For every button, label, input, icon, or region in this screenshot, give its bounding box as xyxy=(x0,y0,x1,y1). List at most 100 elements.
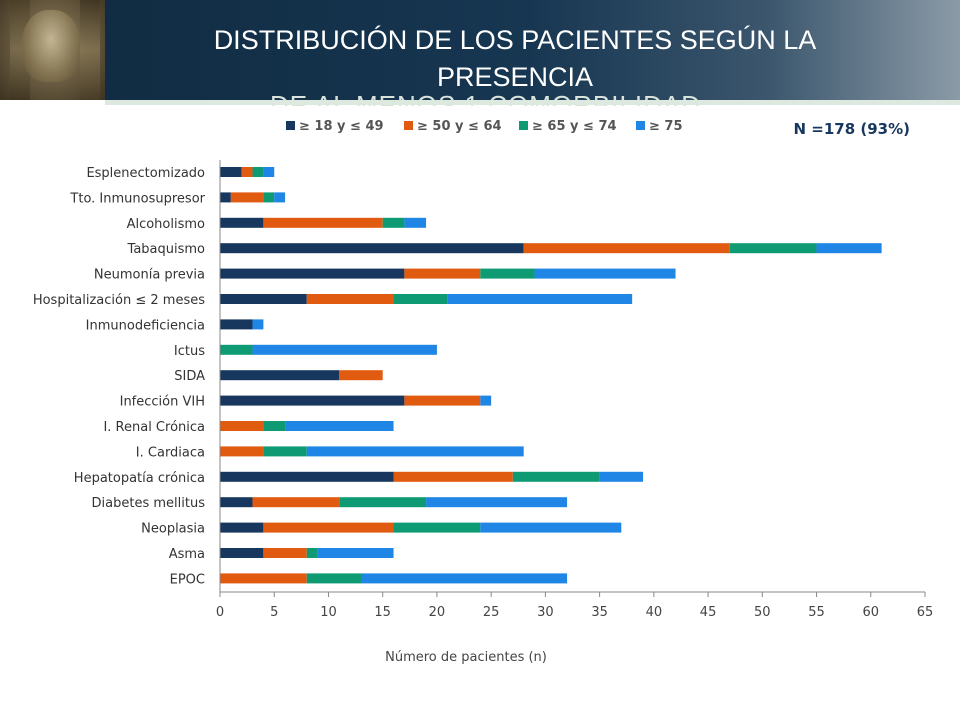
legend-swatch-4 xyxy=(636,121,645,130)
x-tick-label: 60 xyxy=(862,605,879,620)
x-tick-label: 10 xyxy=(320,605,337,620)
x-tick-label: 40 xyxy=(646,605,663,620)
bar-segment xyxy=(252,344,437,355)
legend-label-1: ≥ 18 y ≤ 49 xyxy=(299,119,384,134)
category-label: Hospitalización ≤ 2 meses xyxy=(33,293,205,308)
bar-segment xyxy=(339,497,427,508)
bar-segment xyxy=(317,548,394,558)
bar-segment xyxy=(729,243,817,254)
bar-segment xyxy=(220,395,405,406)
bar-segment xyxy=(220,522,264,533)
bar-segment xyxy=(230,192,264,203)
category-label: Tabaquismo xyxy=(127,242,206,257)
sample-size-annotation: N =178 (93%) xyxy=(794,120,911,138)
category-label: Diabetes mellitus xyxy=(92,496,206,511)
bar-segment xyxy=(512,471,600,482)
slide-title: DISTRIBUCIÓN DE LOS PACIENTES SEGÚN LA P… xyxy=(213,25,817,92)
bar-segment xyxy=(263,167,275,177)
bar-segment xyxy=(220,294,307,304)
bar-segment xyxy=(382,217,405,228)
bar-segment xyxy=(220,370,340,381)
bar-segment xyxy=(599,471,643,482)
bar-segment xyxy=(220,268,405,279)
legend-label-3: ≥ 65 y ≤ 74 xyxy=(532,119,617,134)
legend-swatch-3 xyxy=(519,121,528,130)
category-label: I. Renal Crónica xyxy=(103,420,205,435)
category-label: Infección VIH xyxy=(120,395,205,410)
bar-segment xyxy=(274,192,286,203)
bar-segment xyxy=(220,573,307,584)
bar-segment xyxy=(534,268,676,279)
bar-segment xyxy=(404,217,427,228)
bar-segment xyxy=(426,497,568,508)
bar-segment xyxy=(263,548,307,558)
bar-segment xyxy=(220,421,264,431)
bar-segment xyxy=(306,548,318,558)
x-tick-label: 45 xyxy=(700,605,717,620)
legend-swatch-2 xyxy=(404,121,413,130)
category-label: EPOC xyxy=(170,572,205,587)
bar-segment xyxy=(220,471,394,482)
x-tick-label: 25 xyxy=(483,605,500,620)
header-divider xyxy=(105,100,960,105)
category-label: I. Cardiaca xyxy=(136,445,205,460)
bar-segment xyxy=(263,217,383,228)
bar-segment xyxy=(252,319,264,330)
category-label: Asma xyxy=(169,547,205,562)
x-tick-label: 5 xyxy=(270,605,278,620)
bar-segment xyxy=(220,497,253,508)
x-tick-label: 0 xyxy=(216,605,224,620)
bar-segment xyxy=(220,217,264,228)
chart-legend: ≥ 18 y ≤ 49 ≥ 50 y ≤ 64 ≥ 65 y ≤ 74 ≥ 75 xyxy=(286,119,683,134)
x-tick-label: 20 xyxy=(429,605,446,620)
legend-label-2: ≥ 50 y ≤ 64 xyxy=(417,119,502,134)
x-tick-label: 65 xyxy=(917,605,934,620)
category-label: Esplenectomizado xyxy=(86,166,205,181)
category-label: Hepatopatía crónica xyxy=(74,471,205,486)
header-logo-image xyxy=(0,0,105,100)
bar-segment xyxy=(480,522,622,533)
category-label: SIDA xyxy=(174,369,205,384)
bar-segment xyxy=(263,522,394,533)
bar-segment xyxy=(393,522,481,533)
bar-segment xyxy=(393,471,513,482)
bar-segment xyxy=(285,421,394,431)
slide-header: DISTRIBUCIÓN DE LOS PACIENTES SEGÚN LA P… xyxy=(0,0,960,100)
category-label: Alcoholismo xyxy=(127,217,205,232)
bar-segment xyxy=(263,192,275,203)
bar-segment xyxy=(220,243,524,254)
x-axis: 0 5 10 15 20 25 30 35 40 45 50 55 60 65 xyxy=(216,160,933,620)
bar-segment xyxy=(339,370,383,381)
bar-segment xyxy=(480,395,492,406)
bar-segment xyxy=(220,548,264,558)
bar-segment xyxy=(220,319,253,330)
bar-segment xyxy=(241,167,253,177)
category-label: Tto. Inmunosupresor xyxy=(69,191,205,206)
bar-segment xyxy=(263,421,286,431)
bar-segment xyxy=(447,294,633,304)
stacked-bar-chart: ≥ 18 y ≤ 49 ≥ 50 y ≤ 64 ≥ 65 y ≤ 74 ≥ 75 N … xyxy=(33,119,933,665)
category-label: Ictus xyxy=(174,344,205,359)
bar-segment xyxy=(306,294,394,304)
y-axis-labels: Esplenectomizado Tto. Inmunosupresor Alcoh… xyxy=(33,166,206,587)
bar-segment xyxy=(252,497,340,508)
x-tick-label: 50 xyxy=(754,605,771,620)
legend-label-4: ≥ 75 xyxy=(649,119,683,134)
bar-segment xyxy=(263,446,307,457)
bar-segment xyxy=(306,573,361,584)
bar-segment xyxy=(252,167,264,177)
bar-segment xyxy=(306,446,524,457)
bar-segment xyxy=(404,395,481,406)
x-tick-label: 15 xyxy=(374,605,391,620)
legend-swatch-1 xyxy=(286,121,295,130)
bar-segment xyxy=(393,294,448,304)
bars xyxy=(220,167,882,584)
bar-segment xyxy=(523,243,730,254)
bar-segment xyxy=(361,573,568,584)
category-label: Neoplasia xyxy=(141,522,205,537)
x-tick-label: 55 xyxy=(808,605,825,620)
bar-segment xyxy=(220,192,231,203)
bar-segment xyxy=(480,268,535,279)
x-tick-label: 30 xyxy=(537,605,554,620)
category-label: Inmunodeficiencia xyxy=(86,318,205,333)
